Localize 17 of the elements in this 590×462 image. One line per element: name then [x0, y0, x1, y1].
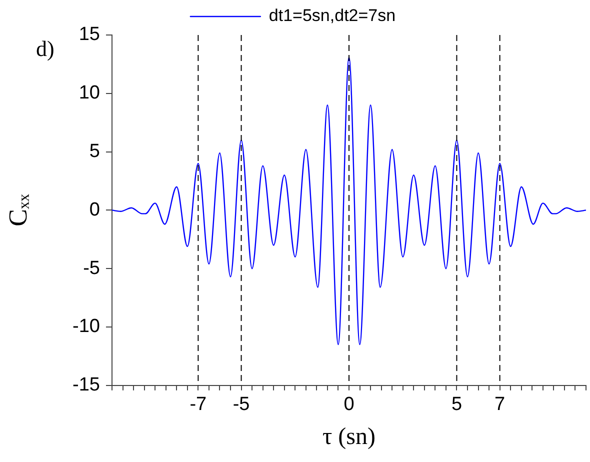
y-axis-title: Cₓₓ [3, 194, 32, 226]
x-tick-label: 5 [451, 394, 462, 416]
x-tick-label: -5 [232, 394, 250, 416]
legend-label: dt1=5sn,dt2=7sn [268, 6, 396, 26]
text: d) [36, 36, 54, 61]
y-tick-label: 15 [78, 24, 100, 46]
y-tick-label: -10 [72, 316, 100, 338]
y-tick-label: -5 [83, 258, 100, 279]
x-tick-label: -7 [190, 394, 207, 416]
x-axis-title: τ (sn) [322, 424, 376, 450]
y-tick-label: -15 [72, 374, 100, 396]
line-series [112, 56, 586, 346]
y-tick-label: 0 [89, 199, 100, 220]
y-tick-label: 5 [89, 141, 100, 162]
x-tick-label: 0 [344, 394, 354, 416]
y-tick-label: 10 [78, 82, 100, 104]
x-tick-label: 7 [494, 394, 506, 416]
